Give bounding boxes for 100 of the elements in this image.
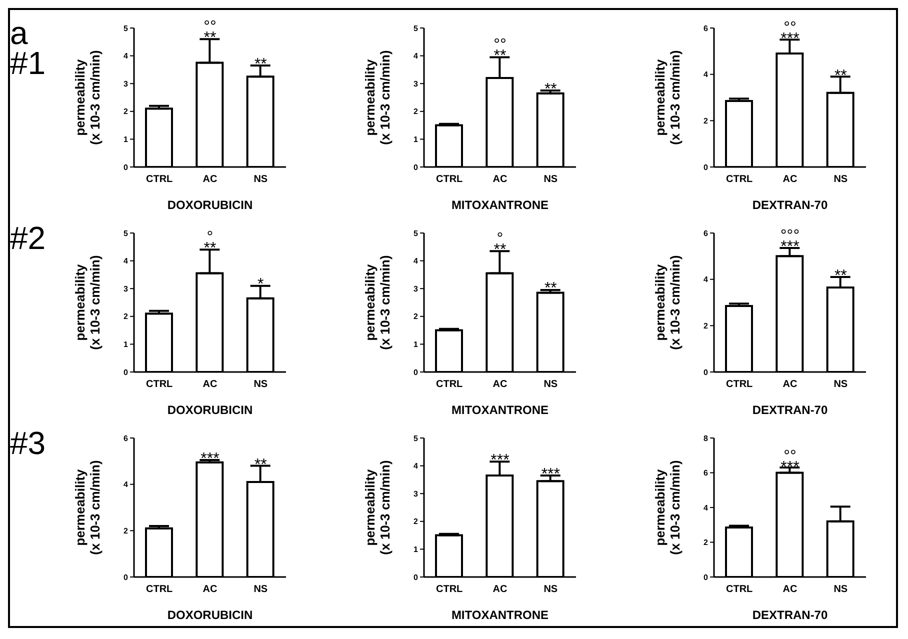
text: #2	[10, 220, 47, 256]
bar	[486, 474, 514, 577]
y-tick-label: 6	[704, 228, 709, 238]
y-tick-label: 6	[704, 468, 709, 478]
y-tick-label: 3	[414, 284, 419, 294]
annotation: **	[254, 56, 267, 73]
x-axis-title: DEXTRAN-70	[752, 608, 828, 622]
x-tick-label: NS	[254, 174, 268, 186]
bar	[196, 62, 224, 167]
bar	[435, 534, 463, 577]
bar	[145, 312, 173, 372]
y-tick-label: 1	[124, 135, 129, 144]
y-tick-label: 0	[414, 572, 419, 582]
bar	[486, 272, 514, 372]
x-tick-label: AC	[202, 584, 218, 596]
x-tick-label: NS	[254, 584, 268, 596]
x-tick-label: CTRL	[436, 379, 463, 390]
bar	[246, 297, 274, 372]
y-tick-label: 8	[704, 434, 709, 443]
y-tick-label: 2	[414, 312, 419, 322]
bar	[145, 108, 173, 167]
y-tick-label: 2	[124, 312, 129, 322]
annotation: ° **	[494, 230, 506, 258]
x-tick-label: AC	[202, 174, 218, 186]
y-tick-label: 6	[124, 434, 129, 443]
x-tick-label: AC	[492, 174, 508, 186]
y-tick-label: 5	[414, 228, 419, 238]
x-tick-label: CTRL	[726, 379, 753, 390]
figure-frame: a #1 permeability (x 10-3 cm/min) °° ** ** CTRL AC NS DOXORUBICIN 0 1 2 3 4 5 permeability (x 10-3 cm/min) °° ** ** CTRL AC NS MITOXANTRONE 0 1 2 3 4 5 permeability (x 10-3 cm/min) °° *** ** CTRL AC NS DEXTRAN-70 0 2 4 6 #2 permeability (x 10-3 cm/min) ° ** * CTRL AC NS DOXORUBICIN 0 1 2 3 4 5 permeability (x 10-3 cm/min) ° ** ** CTRL AC NS MITOXANTRONE 0 1 2 3 4 5 permeability (x 10-3 cm/min) °°° *** ** CTRL AC NS DEXTRAN-70 0 2 4 6 #3 permeability (x 10-3 cm/min) *** ** CTRL AC NS DOXORUBICIN 0 2 4 6 permeability (x 10-3 cm/min) *** *** CTRL AC NS MITOXANTRONE 0 1 2 3 4 5 permeability (x 10-3 cm/min) °° *** CTRL AC NS DEXTRAN-70 0 2 4 6 8	[8, 8, 898, 628]
y-tick-label: 1	[124, 340, 129, 350]
bar	[246, 481, 274, 577]
y-tick-label: 1	[414, 545, 419, 554]
y-tick-label: 4	[704, 70, 709, 80]
annotation: **	[544, 280, 557, 298]
annotation: ***	[490, 452, 510, 469]
annotation: °° **	[204, 18, 216, 46]
y-tick-label: 5	[414, 434, 419, 443]
y-tick-label: 2	[414, 517, 419, 526]
x-tick-label: CTRL	[436, 174, 463, 186]
bar	[486, 77, 514, 167]
y-axis-title: permeability (x 10-3 cm/min)	[72, 460, 102, 555]
y-axis-title: permeability (x 10-3 cm/min)	[72, 255, 102, 350]
y-axis-title: permeability (x 10-3 cm/min)	[652, 255, 682, 350]
y-axis-title: permeability (x 10-3 cm/min)	[362, 460, 392, 555]
y-tick-label: 1	[414, 135, 419, 144]
annotation: *	[258, 276, 264, 294]
y-tick-label: 0	[414, 368, 419, 377]
bar	[776, 255, 804, 372]
y-tick-label: 1	[414, 340, 419, 350]
y-tick-label: 3	[414, 489, 419, 498]
x-tick-label: NS	[544, 584, 558, 596]
y-tick-label: 4	[414, 462, 419, 471]
bar	[725, 304, 753, 372]
bar	[826, 286, 854, 372]
y-tick-label: 0	[704, 572, 709, 582]
y-axis-title: permeability (x 10-3 cm/min)	[362, 50, 392, 145]
bar	[196, 272, 224, 372]
y-axis-title: permeability (x 10-3 cm/min)	[652, 460, 682, 555]
x-axis-title: MITOXANTRONE	[451, 608, 549, 622]
x-axis-title: DOXORUBICIN	[167, 198, 253, 212]
x-axis-title: DEXTRAN-70	[752, 198, 828, 212]
x-tick-label: NS	[834, 174, 848, 186]
x-tick-label: AC	[202, 379, 218, 390]
annotation: ***	[541, 466, 560, 483]
y-tick-label: 0	[704, 368, 709, 377]
x-tick-label: CTRL	[726, 174, 753, 186]
annotation: °° ***	[780, 19, 800, 48]
y-tick-label: 5	[124, 24, 129, 33]
y-tick-label: 4	[704, 503, 709, 512]
y-tick-label: 2	[704, 538, 709, 548]
y-tick-label: 0	[414, 162, 419, 172]
annotation: ***	[200, 450, 220, 468]
y-tick-label: 0	[124, 572, 129, 582]
x-tick-label: AC	[492, 379, 508, 390]
bar	[826, 92, 854, 167]
y-axis-title: permeability (x 10-3 cm/min)	[72, 50, 102, 145]
y-tick-label: 5	[414, 24, 419, 33]
annotation: **	[834, 268, 847, 285]
bar	[246, 76, 274, 167]
y-tick-label: 4	[124, 480, 129, 490]
x-tick-label: NS	[834, 584, 848, 596]
y-tick-label: 4	[704, 275, 709, 284]
y-tick-label: 2	[704, 322, 709, 331]
y-tick-label: 4	[124, 256, 129, 266]
y-tick-label: 5	[124, 228, 129, 238]
x-tick-label: CTRL	[436, 584, 463, 596]
annotation: ° **	[204, 228, 216, 257]
bar	[435, 329, 463, 372]
bar	[536, 92, 564, 167]
x-axis-title: DOXORUBICIN	[167, 608, 253, 622]
y-tick-label: 6	[704, 24, 709, 33]
y-axis-title: permeability (x 10-3 cm/min)	[652, 50, 682, 145]
text: #3	[10, 425, 47, 461]
y-tick-label: 2	[124, 107, 129, 116]
x-tick-label: CTRL	[146, 379, 173, 390]
bar	[725, 100, 753, 167]
x-axis-title: MITOXANTRONE	[451, 198, 549, 212]
x-axis-title: DEXTRAN-70	[752, 403, 828, 417]
annotation: **	[544, 80, 557, 98]
x-tick-label: CTRL	[146, 174, 173, 186]
